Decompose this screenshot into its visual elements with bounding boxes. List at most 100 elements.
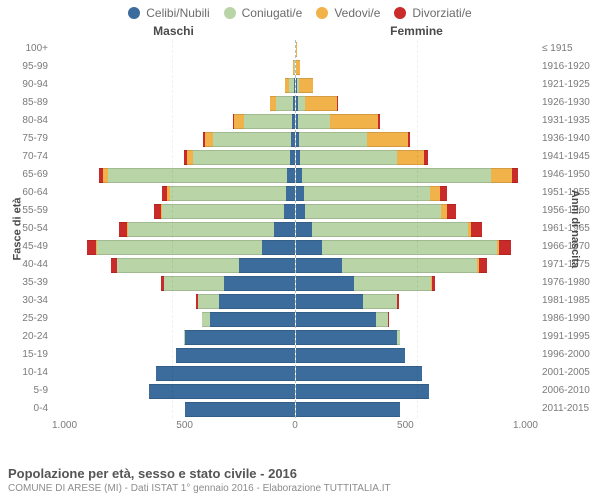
bar-segment-divorziati xyxy=(378,114,379,129)
legend-label: Coniugati/e xyxy=(242,6,303,20)
bar-row xyxy=(52,256,295,274)
legend-item: Coniugati/e xyxy=(224,6,303,20)
bar-segment-divorziati xyxy=(471,222,482,237)
x-tick-label: 1.000 xyxy=(52,420,77,431)
bar-segment-celibi xyxy=(239,258,295,273)
x-axis: 1.00050005001.000 xyxy=(0,420,600,431)
bar-row xyxy=(52,364,295,382)
bar-segment-coniugati xyxy=(298,114,330,129)
age-group-label: 5-9 xyxy=(0,382,52,400)
bar-row xyxy=(52,346,295,364)
bar-segment-celibi xyxy=(286,186,294,201)
bar-segment-coniugati xyxy=(97,240,262,255)
bar-row xyxy=(52,40,295,58)
legend-swatch xyxy=(394,7,406,19)
bar-segment-celibi xyxy=(210,312,295,327)
bar-segment-divorziati xyxy=(499,240,511,255)
bar-segment-celibi xyxy=(296,222,313,237)
birth-year-label: 1986-1990 xyxy=(538,310,600,328)
bar-segment-coniugati xyxy=(312,222,467,237)
bar-segment-celibi xyxy=(296,366,422,381)
heading-female: Femmine xyxy=(295,24,538,38)
bar-segment-coniugati xyxy=(305,204,441,219)
age-group-label: 80-84 xyxy=(0,112,52,130)
bar-segment-coniugati xyxy=(376,312,388,327)
bar-segment-celibi xyxy=(219,294,294,309)
bar-row xyxy=(52,238,295,256)
bar-segment-celibi xyxy=(294,78,295,93)
bar-segment-coniugati xyxy=(244,114,293,129)
bar-segment-celibi xyxy=(296,294,364,309)
age-group-label: 90-94 xyxy=(0,76,52,94)
age-group-label: 60-64 xyxy=(0,184,52,202)
bar-segment-coniugati xyxy=(108,168,287,183)
age-group-label: 30-34 xyxy=(0,292,52,310)
bar-row xyxy=(52,328,295,346)
bar-segment-coniugati xyxy=(299,132,367,147)
column-headings: Maschi Femmine xyxy=(0,24,600,38)
bar-segment-celibi xyxy=(296,384,429,399)
legend-item: Vedovi/e xyxy=(316,6,380,20)
age-group-label: 25-29 xyxy=(0,310,52,328)
bar-segment-coniugati xyxy=(128,222,274,237)
bar-segment-coniugati xyxy=(354,276,432,291)
bar-segment-divorziati xyxy=(424,150,428,165)
birth-year-label: 1936-1940 xyxy=(538,130,600,148)
bar-row xyxy=(52,94,295,112)
bar-row xyxy=(52,76,295,94)
bar-row xyxy=(52,130,295,148)
birth-year-label: 1981-1985 xyxy=(538,292,600,310)
legend-item: Divorziati/e xyxy=(394,6,471,20)
birth-year-label: 1991-1995 xyxy=(538,328,600,346)
bar-segment-celibi xyxy=(290,150,295,165)
bar-segment-celibi xyxy=(296,186,304,201)
bar-segment-celibi xyxy=(156,366,294,381)
bar-segment-celibi xyxy=(296,348,405,363)
bar-segment-coniugati xyxy=(170,186,286,201)
x-tick-label: 500 xyxy=(397,420,414,431)
bar-row xyxy=(52,310,295,328)
bar-segment-coniugati xyxy=(276,96,293,111)
bar-row xyxy=(52,274,295,292)
bar-segment-celibi xyxy=(293,96,294,111)
chart-area: Fasce di età 100+95-9990-9485-8980-8475-… xyxy=(0,40,600,418)
bar-segment-vedovi xyxy=(491,168,512,183)
x-tick-label: 0 xyxy=(292,420,298,431)
bar-segment-divorziati xyxy=(154,204,161,219)
bar-row xyxy=(52,184,295,202)
bar-segment-celibi xyxy=(296,258,342,273)
bar-row xyxy=(52,166,295,184)
bar-segment-celibi xyxy=(262,240,295,255)
birth-year-label: 1976-1980 xyxy=(538,274,600,292)
bar-segment-coniugati xyxy=(193,150,290,165)
bar-segment-celibi xyxy=(296,330,398,345)
plot xyxy=(52,40,538,418)
age-group-label: 35-39 xyxy=(0,274,52,292)
legend-swatch xyxy=(316,7,328,19)
chart-title: Popolazione per età, sesso e stato civil… xyxy=(8,466,592,481)
bar-row xyxy=(52,400,295,418)
birth-year-label: 2006-2010 xyxy=(538,382,600,400)
bar-segment-celibi xyxy=(292,114,294,129)
female-half xyxy=(296,40,539,418)
bar-segment-vedovi xyxy=(430,186,440,201)
bar-segment-divorziati xyxy=(397,294,398,309)
bar-segment-vedovi xyxy=(330,114,379,129)
bar-segment-divorziati xyxy=(512,168,518,183)
x-tick-label: 1.000 xyxy=(513,420,538,431)
legend-label: Vedovi/e xyxy=(334,6,380,20)
bar-segment-celibi xyxy=(296,402,400,417)
age-group-label: 55-59 xyxy=(0,202,52,220)
male-half xyxy=(52,40,296,418)
bar-row xyxy=(52,148,295,166)
age-group-label: 65-69 xyxy=(0,166,52,184)
birth-year-label: 1996-2000 xyxy=(538,346,600,364)
bar-segment-celibi xyxy=(291,132,295,147)
bar-segment-coniugati xyxy=(213,132,291,147)
y-axis-right-title: Anni di nascita xyxy=(569,190,581,268)
x-ticks: 1.00050005001.000 xyxy=(52,420,538,431)
footer: Popolazione per età, sesso e stato civil… xyxy=(8,466,592,494)
bar-segment-coniugati xyxy=(298,96,305,111)
age-group-label: 40-44 xyxy=(0,256,52,274)
birth-year-label: 1931-1935 xyxy=(538,112,600,130)
